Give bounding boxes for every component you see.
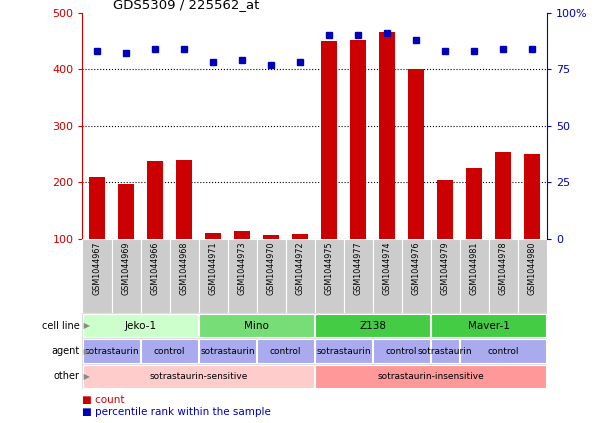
Text: GDS5309 / 225562_at: GDS5309 / 225562_at: [113, 0, 260, 11]
Text: Maver-1: Maver-1: [468, 321, 510, 331]
Text: GSM1044966: GSM1044966: [150, 241, 159, 294]
Bar: [83, 339, 140, 363]
Bar: [373, 339, 430, 363]
Text: other: other: [53, 371, 79, 382]
Bar: [350, 40, 366, 239]
Text: Mino: Mino: [244, 321, 269, 331]
Bar: [141, 339, 198, 363]
Bar: [431, 314, 546, 338]
Bar: [89, 177, 105, 239]
Bar: [176, 160, 192, 239]
Bar: [199, 314, 314, 338]
Bar: [141, 239, 170, 313]
Text: GSM1044981: GSM1044981: [470, 241, 479, 294]
Text: GSM1044975: GSM1044975: [324, 241, 334, 295]
Text: ▶: ▶: [81, 372, 90, 381]
Bar: [199, 339, 256, 363]
Text: GSM1044978: GSM1044978: [499, 241, 508, 295]
Bar: [315, 314, 430, 338]
Bar: [112, 239, 141, 313]
Text: Z138: Z138: [359, 321, 386, 331]
Text: GSM1044969: GSM1044969: [122, 241, 131, 295]
Bar: [234, 231, 250, 239]
Bar: [315, 239, 343, 313]
Bar: [518, 239, 547, 313]
Text: control: control: [488, 346, 519, 356]
Bar: [82, 239, 111, 313]
Bar: [431, 239, 459, 313]
Text: GSM1044976: GSM1044976: [412, 241, 421, 295]
Bar: [460, 239, 489, 313]
Text: GSM1044972: GSM1044972: [296, 241, 305, 295]
Bar: [83, 365, 314, 388]
Text: Jeko-1: Jeko-1: [125, 321, 156, 331]
Bar: [315, 365, 546, 388]
Bar: [437, 180, 453, 239]
Text: sotrastaurin: sotrastaurin: [418, 346, 472, 356]
Text: GSM1044980: GSM1044980: [528, 241, 537, 294]
Bar: [147, 162, 163, 239]
Text: GSM1044970: GSM1044970: [266, 241, 276, 295]
Text: sotrastaurin: sotrastaurin: [200, 346, 255, 356]
Bar: [83, 314, 198, 338]
Bar: [292, 234, 308, 239]
Bar: [496, 152, 511, 239]
Text: ▶: ▶: [81, 346, 90, 356]
Bar: [466, 168, 482, 239]
Bar: [118, 184, 134, 239]
Bar: [315, 339, 372, 363]
Bar: [373, 239, 402, 313]
Bar: [402, 239, 431, 313]
Text: GSM1044973: GSM1044973: [238, 241, 247, 295]
Text: GSM1044979: GSM1044979: [441, 241, 450, 295]
Bar: [321, 41, 337, 239]
Text: sotrastaurin-insensitive: sotrastaurin-insensitive: [378, 372, 484, 381]
Text: control: control: [270, 346, 301, 356]
Bar: [524, 154, 540, 239]
Bar: [199, 239, 227, 313]
Text: cell line: cell line: [42, 321, 79, 331]
Text: ■ percentile rank within the sample: ■ percentile rank within the sample: [82, 407, 271, 417]
Bar: [227, 239, 257, 313]
Text: sotrastaurin-sensitive: sotrastaurin-sensitive: [149, 372, 248, 381]
Text: GSM1044977: GSM1044977: [354, 241, 363, 295]
Bar: [263, 235, 279, 239]
Bar: [408, 69, 424, 239]
Bar: [257, 239, 285, 313]
Bar: [343, 239, 373, 313]
Bar: [489, 239, 518, 313]
Text: ▶: ▶: [81, 321, 90, 330]
Bar: [460, 339, 546, 363]
Bar: [205, 233, 221, 239]
Bar: [170, 239, 199, 313]
Text: ■ count: ■ count: [82, 395, 125, 405]
Bar: [431, 339, 459, 363]
Text: sotrastaurin: sotrastaurin: [316, 346, 371, 356]
Text: agent: agent: [51, 346, 79, 356]
Text: GSM1044974: GSM1044974: [382, 241, 392, 295]
Text: GSM1044971: GSM1044971: [208, 241, 218, 295]
Text: sotrastaurin: sotrastaurin: [84, 346, 139, 356]
Text: control: control: [386, 346, 417, 356]
Bar: [379, 33, 395, 239]
Bar: [257, 339, 314, 363]
Text: GSM1044968: GSM1044968: [180, 241, 189, 294]
Text: control: control: [154, 346, 185, 356]
Text: GSM1044967: GSM1044967: [92, 241, 101, 295]
Bar: [286, 239, 315, 313]
